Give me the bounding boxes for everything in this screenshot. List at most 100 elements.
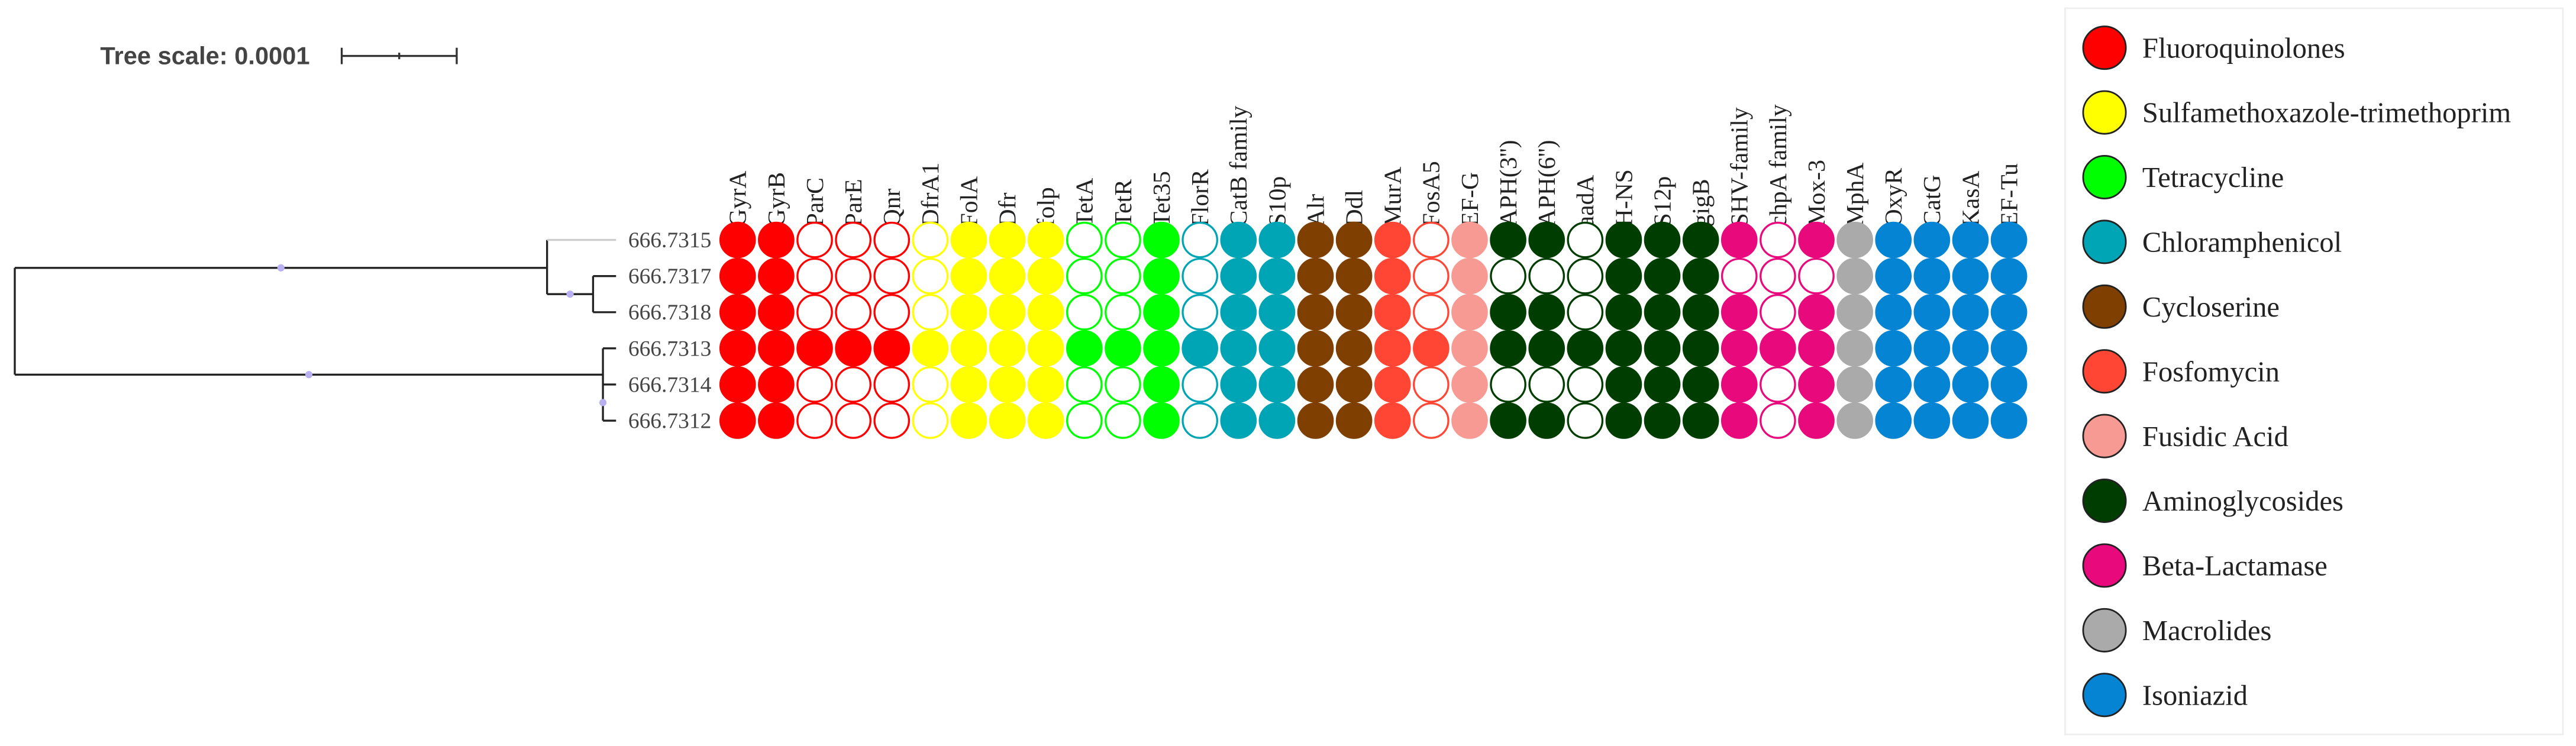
gene-marker: [1952, 330, 1989, 367]
gene-marker: [719, 221, 756, 259]
column-label: GyrB: [763, 172, 790, 227]
gene-marker: [835, 330, 871, 367]
legend-label: Isoniazid: [2142, 679, 2248, 711]
gene-marker: [1798, 330, 1835, 367]
gene-marker: [1451, 330, 1488, 367]
gene-marker: [719, 257, 756, 295]
legend-label: Aminoglycosides: [2142, 485, 2343, 517]
gene-marker: [1528, 293, 1565, 331]
gene-marker: [1220, 402, 1257, 439]
gene-marker: [1066, 257, 1103, 295]
gene-marker: [1913, 257, 1951, 295]
gene-marker: [1836, 330, 1873, 367]
gene-marker: [1682, 402, 1719, 439]
gene-marker: [835, 293, 871, 331]
gene-marker: [1952, 221, 1989, 259]
gene-marker: [1798, 366, 1835, 403]
gene-marker: [1682, 330, 1719, 367]
column-label: FosA5: [1418, 161, 1445, 227]
gene-marker: [1875, 366, 1912, 403]
gene-marker: [1605, 293, 1642, 331]
gene-marker: [1105, 330, 1141, 367]
column-label: MphA: [1842, 163, 1869, 227]
gene-marker: [1413, 402, 1450, 439]
gene-marker: [1528, 402, 1565, 439]
gene-marker: [1644, 221, 1681, 259]
gene-marker: [1066, 366, 1103, 403]
gene-marker: [1952, 293, 1989, 331]
gene-marker: [1182, 293, 1218, 331]
column-label: CatB family: [1225, 105, 1253, 227]
gene-marker: [1258, 293, 1296, 331]
legend-swatch: [2082, 479, 2127, 524]
gene-marker: [1875, 402, 1912, 439]
legend-swatch: [2082, 673, 2127, 718]
gene-marker: [758, 366, 795, 403]
gene-marker: [873, 366, 911, 403]
gene-marker: [1567, 330, 1604, 367]
gene-marker: [1258, 257, 1296, 295]
gene-marker: [1335, 293, 1373, 331]
gene-marker: [1027, 257, 1064, 295]
gene-marker: [1836, 402, 1873, 439]
column-label: DfrA1: [917, 163, 944, 227]
gene-marker: [1990, 402, 2028, 439]
gene-marker: [950, 293, 987, 331]
legend-swatch: [2082, 25, 2127, 70]
gene-marker: [1451, 257, 1488, 295]
legend-label: Tetracycline: [2142, 162, 2284, 193]
gene-marker: [1990, 293, 2028, 331]
legend-swatch: [2082, 155, 2127, 199]
column-label: KasA: [1957, 171, 1984, 227]
legend-label: Cycloserine: [2142, 291, 2280, 323]
gene-marker: [1066, 402, 1103, 439]
gene-marker: [1605, 402, 1642, 439]
gene-marker: [1913, 221, 1951, 259]
gene-marker: [1105, 293, 1141, 331]
gene-marker: [1490, 221, 1526, 259]
gene-marker: [950, 402, 987, 439]
gene-marker: [1875, 330, 1912, 367]
gene-marker: [1413, 366, 1450, 403]
gene-marker: [1374, 221, 1411, 259]
gene-marker: [835, 257, 871, 295]
gene-marker: [1066, 330, 1103, 367]
gene-marker: [1451, 366, 1488, 403]
gene-marker: [1374, 330, 1411, 367]
gene-marker: [1451, 402, 1488, 439]
gene-marker: [1605, 257, 1642, 295]
gene-marker: [1143, 330, 1180, 367]
column-label: S12p: [1649, 176, 1676, 227]
legend-label: Sulfamethoxazole-trimethoprim: [2142, 97, 2511, 129]
gene-marker: [1720, 293, 1758, 331]
column-label: SHV-family: [1726, 107, 1754, 227]
legend-label: Fosfomycin: [2142, 356, 2280, 387]
gene-marker: [1490, 330, 1526, 367]
gene-marker: [1760, 293, 1796, 331]
gene-marker: [1490, 293, 1526, 331]
gene-marker: [1682, 221, 1719, 259]
column-label: S10p: [1264, 176, 1291, 227]
gene-marker: [1913, 293, 1951, 331]
legend-swatch: [2082, 219, 2127, 264]
gene-marker: [1875, 257, 1912, 295]
gene-marker: [1798, 257, 1835, 295]
gene-marker: [1297, 402, 1334, 439]
gene-marker: [1528, 330, 1565, 367]
column-label: H-NS: [1610, 169, 1638, 227]
gene-marker: [1682, 366, 1719, 403]
legend-swatch: [2082, 543, 2127, 588]
gene-marker: [758, 221, 795, 259]
gene-marker: [1258, 330, 1296, 367]
taxon-label: 666.7317: [628, 264, 712, 289]
column-label: aadA: [1572, 175, 1599, 227]
gene-marker: [989, 366, 1026, 403]
gene-marker: [1952, 366, 1989, 403]
gene-marker: [835, 221, 871, 259]
gene-marker: [1528, 366, 1565, 403]
gene-marker: [1567, 221, 1604, 259]
column-label: Dfr: [994, 192, 1021, 227]
legend-swatch: [2082, 608, 2127, 653]
